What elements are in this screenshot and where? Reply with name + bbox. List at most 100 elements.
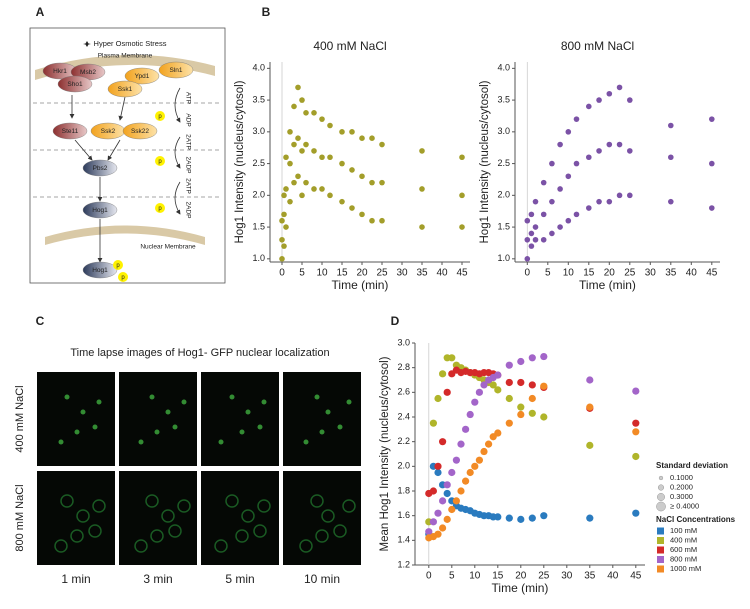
micrograph	[37, 372, 115, 466]
data-point	[291, 141, 297, 148]
x-tick-label: 5	[545, 268, 551, 279]
data-point	[709, 116, 715, 122]
cell-spot	[58, 439, 64, 445]
data-point	[480, 381, 488, 389]
data-point	[448, 468, 456, 477]
x-tick-label: 10	[469, 571, 481, 582]
energy-label: 2ADP	[184, 157, 191, 174]
x-tick-label: 15	[336, 268, 348, 279]
cell-spot	[92, 499, 106, 513]
cell-spot	[245, 409, 251, 415]
data-point	[448, 354, 456, 362]
data-point	[616, 192, 623, 199]
data-point	[565, 217, 572, 224]
x-tick-label: 0	[426, 571, 432, 582]
data-point	[494, 513, 502, 521]
data-point	[462, 425, 470, 433]
node-label: Ypd1	[135, 73, 150, 80]
phospho-label: p	[116, 263, 120, 269]
legend-swatch	[657, 556, 664, 563]
data-point	[303, 109, 309, 116]
protein-node	[52, 122, 88, 140]
diagram	[42, 61, 194, 282]
y-tick-label: 3.0	[497, 126, 510, 136]
x-tick-label: 20	[356, 268, 368, 279]
cell-spot	[342, 499, 356, 513]
cell-spot	[138, 439, 144, 445]
data-point	[517, 357, 525, 366]
data-point	[596, 148, 602, 154]
x-tick-label: 45	[706, 268, 718, 279]
data-point	[565, 129, 572, 135]
data-point	[517, 403, 525, 411]
cell-spot	[319, 429, 325, 435]
data-point	[299, 192, 305, 199]
legend-label: ≥ 0.4000	[670, 501, 699, 510]
data-point	[480, 447, 488, 456]
data-point	[295, 135, 301, 141]
node-label: Ssk22	[131, 128, 149, 135]
node-label: Hkr1	[53, 68, 67, 75]
data-point	[549, 198, 555, 205]
data-point	[505, 419, 513, 427]
data-point	[586, 376, 594, 384]
energy-label: 2ATP	[184, 178, 191, 194]
data-point	[668, 122, 674, 129]
phospho-label: p	[121, 275, 125, 281]
stress-icon	[83, 41, 91, 47]
data-point	[557, 224, 563, 230]
data-point	[632, 509, 640, 517]
data-point	[369, 217, 375, 224]
data-point	[434, 462, 442, 470]
y-tick-label: 1.8	[397, 485, 410, 495]
legend-label: 600 mM	[670, 545, 697, 554]
cell-spot	[257, 499, 271, 513]
y-tick-label: 2.4	[397, 411, 410, 421]
node-label: Sln1	[169, 67, 182, 74]
data-point	[709, 205, 715, 211]
x-tick-label: 10	[563, 268, 575, 279]
y-tick-label: 1.5	[252, 221, 265, 231]
cell-spot	[346, 399, 352, 405]
arrow	[174, 87, 181, 123]
cell-spot	[315, 529, 329, 543]
y-tick-label: 2.0	[497, 190, 510, 200]
micrograph	[37, 471, 115, 565]
y-tick-label: 2.0	[397, 461, 410, 471]
row-label: 400 mM NaCl	[14, 385, 26, 452]
panel-label: A	[36, 5, 45, 19]
data-point	[283, 224, 289, 230]
cell-spot	[54, 539, 68, 553]
cell-spot	[165, 409, 171, 415]
arrow	[174, 136, 181, 169]
protein-node	[82, 201, 118, 219]
data-point	[540, 382, 548, 390]
data-point	[475, 456, 483, 464]
x-tick-label: 40	[607, 571, 619, 582]
micrograph	[119, 471, 197, 565]
data-point	[549, 230, 555, 237]
micrograph	[283, 372, 361, 466]
data-point	[369, 179, 375, 186]
energy-label: 2ATP	[184, 134, 191, 150]
cell-spot	[172, 424, 178, 430]
data-point	[283, 154, 289, 161]
micrograph	[201, 471, 279, 565]
y-tick-label: 2.6	[397, 387, 410, 397]
phospho-marker	[118, 272, 128, 282]
data-point	[448, 505, 456, 514]
data-point	[632, 428, 640, 436]
data-point	[303, 179, 309, 186]
data-point	[471, 398, 479, 406]
data-point	[466, 468, 474, 477]
arrow	[107, 139, 121, 161]
data-point	[494, 371, 502, 379]
x-tick-label: 10	[316, 268, 328, 279]
cell-spot	[303, 439, 309, 445]
data-point	[517, 515, 525, 523]
data-point	[295, 84, 301, 91]
cell-spot	[235, 529, 249, 543]
cell-spot	[74, 429, 80, 435]
y-tick-label: 4.0	[497, 63, 510, 73]
cell-spot	[161, 509, 175, 523]
